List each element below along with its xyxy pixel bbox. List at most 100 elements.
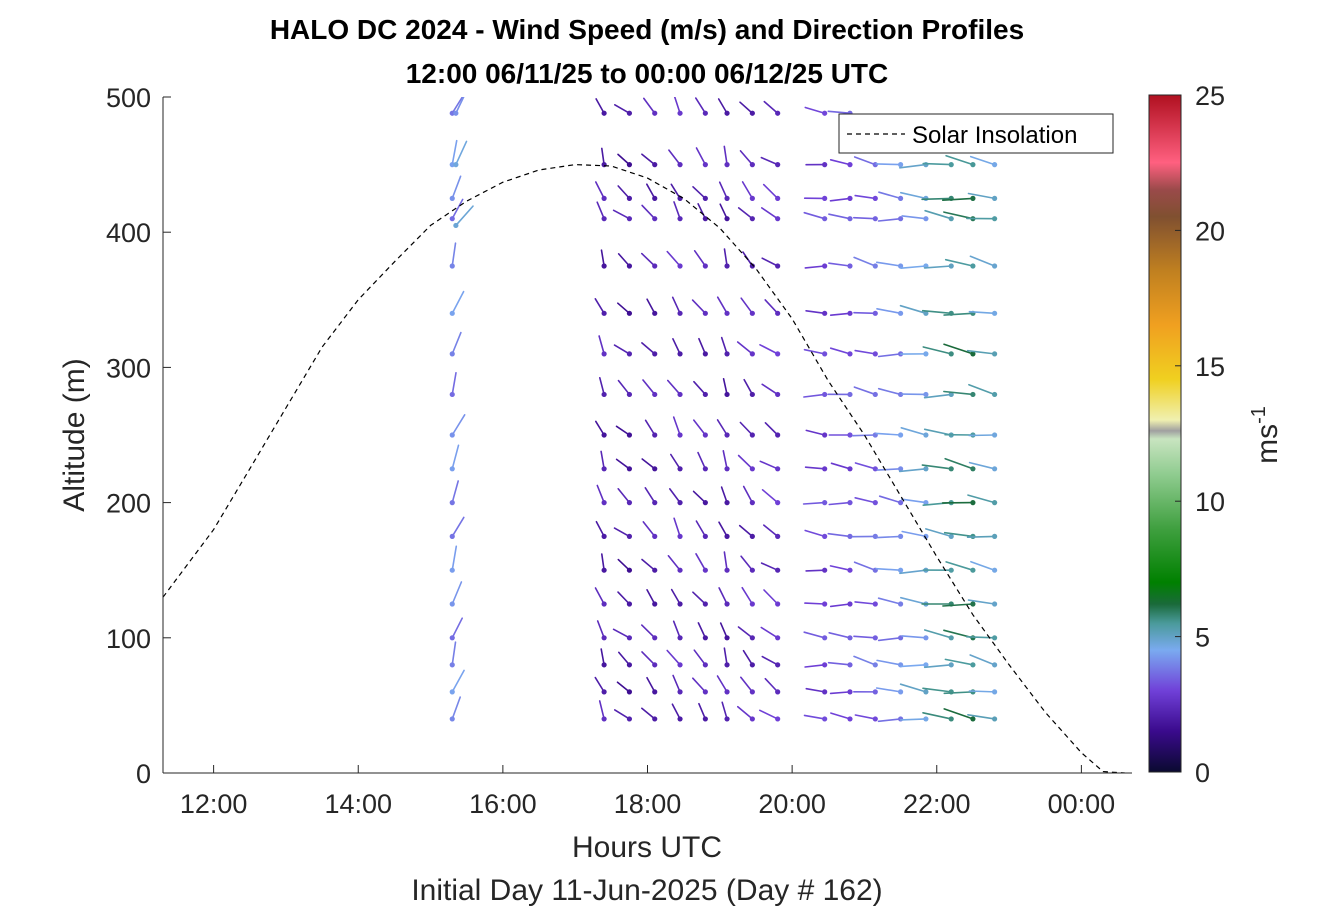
wind-vector-2-0: [598, 700, 605, 720]
wind-vector-8-2: [742, 649, 754, 666]
chart-subtitle: 12:00 06/11/25 to 00:00 06/12/25 UTC: [406, 58, 889, 89]
wind-vector-dot-17-14: [992, 216, 998, 222]
wind-vector-5-17: [673, 97, 681, 115]
wind-vector-6-15: [692, 186, 707, 200]
wind-vector-6-3: [697, 622, 707, 639]
wind-vector-dot-3-3: [626, 635, 633, 641]
wind-vector-dot-8-12: [749, 310, 755, 316]
wind-vector-dot-14-6: [923, 533, 929, 540]
wind-vector-0-16: [451, 139, 458, 166]
wind-vector-5-12: [671, 296, 681, 315]
wind-vector-dot-8-13: [749, 263, 755, 269]
wind-vector-dot-10-7: [822, 500, 828, 506]
wind-vector-11-13: [828, 262, 851, 267]
wind-vector-2-6: [595, 520, 605, 538]
wind-vector-9-14: [760, 207, 779, 220]
wind-vector-7-10: [722, 377, 728, 396]
wind-vector-dot-2-5: [601, 567, 607, 573]
wind-vector-dot-13-0: [897, 716, 904, 722]
wind-vector-15-3: [923, 629, 953, 639]
wind-vector-dot-5-13: [677, 263, 683, 269]
wind-vector-dot-15-2: [948, 662, 954, 668]
wind-vector-dot-14-9: [923, 432, 929, 438]
wind-vector-8-8: [737, 454, 754, 470]
wind-vector-10-13: [804, 265, 826, 269]
wind-vector-dot-9-15: [775, 195, 781, 201]
wind-vector-14-16: [898, 163, 927, 169]
wind-vector-dot-9-4: [775, 601, 781, 607]
wind-vector-11-11: [829, 347, 851, 355]
wind-vector-dot-2-9: [601, 432, 607, 438]
wind-vector-dot-17-7: [992, 500, 998, 506]
wind-vector-dot-10-1: [822, 689, 828, 695]
wind-vector-17-4: [967, 599, 996, 605]
wind-vector-12-0: [854, 714, 877, 720]
wind-vector-dot-17-3: [992, 635, 998, 641]
wind-vector-9-6: [762, 524, 779, 538]
wind-vector-8-9: [739, 421, 754, 436]
wind-vector-8-15: [741, 181, 754, 200]
colorbar-label-exponent: -1: [1248, 406, 1270, 424]
wind-vector-14-9: [900, 426, 927, 436]
wind-vector-dot-7-3: [724, 635, 730, 641]
wind-vector-13-1: [875, 687, 902, 693]
wind-vector-dot-2-0: [601, 716, 607, 722]
wind-vector-5-1: [672, 674, 681, 693]
wind-vector-dot-15-5: [948, 567, 954, 573]
wind-vector-dot-11-3: [847, 635, 853, 641]
wind-vector-dot-3-15: [626, 195, 633, 201]
wind-vector-11-1: [829, 691, 851, 695]
wind-vector-dot-16-5: [970, 567, 976, 573]
wind-vector-3-13: [617, 253, 631, 267]
wind-vector-12-8: [854, 462, 877, 470]
legend-box: [838, 113, 1114, 154]
wind-vector-16-4: [942, 603, 974, 607]
wind-vector-dot-5-5: [677, 567, 683, 573]
wind-vector-dot-0-7: [449, 500, 455, 506]
wind-vector-8-14: [737, 207, 754, 220]
wind-vector-16-8: [944, 457, 974, 470]
wind-vector-13-9: [875, 432, 902, 436]
wind-vector-15-16: [922, 162, 953, 166]
wind-vector-dot-6-11: [702, 351, 708, 357]
wind-vector-dot-7-12: [724, 310, 730, 316]
wind-vector-dot-10-0: [822, 716, 828, 722]
wind-vector-dot-1-1: [453, 162, 459, 168]
wind-vector-7-6: [718, 521, 728, 538]
wind-vector-6-17: [694, 97, 707, 115]
wind-vector-6-2: [693, 649, 707, 666]
wind-vector-17-12: [968, 310, 996, 315]
wind-vector-dot-2-4: [601, 601, 607, 607]
wind-vector-dot-7-1: [724, 689, 730, 695]
wind-vector-6-4: [692, 591, 707, 605]
wind-vector-dot-11-1: [847, 689, 853, 695]
chart-title: HALO DC 2024 - Wind Speed (m/s) and Dire…: [270, 14, 1024, 45]
wind-vector-dot-11-8: [847, 466, 853, 472]
wind-vector-dot-11-0: [847, 716, 853, 722]
wind-vector-dot-14-1: [923, 689, 929, 695]
wind-vector-7-7: [720, 486, 728, 504]
wind-vector-dot-10-3: [822, 635, 828, 641]
wind-vector-2-12: [594, 297, 605, 315]
wind-vector-7-12: [716, 296, 728, 315]
wind-vector-16-11: [943, 343, 974, 355]
wind-vector-dot-17-4: [992, 601, 998, 607]
wind-vector-14-6: [901, 530, 927, 538]
wind-vector-dot-15-6: [948, 533, 954, 540]
wind-vector-dot-17-8: [992, 466, 998, 472]
wind-vector-9-2: [761, 655, 779, 666]
wind-vector-5-5: [667, 554, 681, 572]
wind-vector-dot-0-15: [449, 195, 455, 201]
wind-vector-dot-6-15: [702, 195, 708, 201]
wind-vector-12-15: [854, 194, 877, 200]
wind-vector-11-0: [830, 712, 851, 720]
wind-vector-dot-2-6: [601, 533, 607, 540]
wind-vector-9-8: [759, 460, 779, 470]
wind-vector-dot-5-14: [677, 216, 683, 222]
legend-entry-solar: Solar Insolation: [912, 122, 1077, 149]
wind-vector-dot-10-15: [822, 195, 828, 201]
wind-vector-dot-3-13: [626, 263, 633, 269]
wind-vector-dot-6-4: [702, 601, 708, 607]
wind-vector-dot-2-10: [601, 391, 607, 398]
